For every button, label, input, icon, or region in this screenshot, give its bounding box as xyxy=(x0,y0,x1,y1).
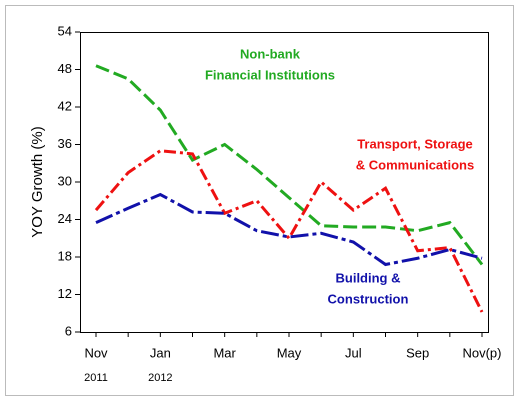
series-label: Transport, Storage xyxy=(357,136,473,151)
x-tick-label: Sep xyxy=(406,345,429,360)
y-axis-label: YOY Growth (%) xyxy=(29,126,46,237)
y-tick-label: 42 xyxy=(58,98,72,113)
y-tick-label: 54 xyxy=(58,23,72,38)
series-label: Construction xyxy=(328,291,409,306)
series-label: Non-bank xyxy=(240,46,301,61)
x-tick-label: May xyxy=(277,345,302,360)
x-tick-label: Nov xyxy=(84,345,108,360)
y-tick-label: 6 xyxy=(65,323,72,338)
frame xyxy=(5,5,514,396)
x-year-label: 2011 xyxy=(84,372,108,384)
y-tick-label: 36 xyxy=(58,136,72,151)
series-label: & Communications xyxy=(356,157,474,172)
y-tick-label: 24 xyxy=(58,211,72,226)
series-label: Building & xyxy=(336,270,401,285)
x-tick-label: Jan xyxy=(150,345,171,360)
y-tick-label: 12 xyxy=(58,286,72,301)
y-tick-label: 30 xyxy=(58,173,72,188)
plot-box xyxy=(80,32,489,333)
series-label: Financial Institutions xyxy=(205,67,335,82)
series-line xyxy=(94,149,484,313)
series-line xyxy=(95,64,484,266)
y-tick-label: 48 xyxy=(58,61,72,76)
y-tick-label: 18 xyxy=(58,248,72,263)
x-tick-label: Jul xyxy=(345,345,362,360)
series-line xyxy=(95,192,483,267)
x-tick-label: Nov(p) xyxy=(462,345,501,360)
x-year-label: 2012 xyxy=(148,372,172,384)
x-tick-label: Mar xyxy=(213,345,236,360)
